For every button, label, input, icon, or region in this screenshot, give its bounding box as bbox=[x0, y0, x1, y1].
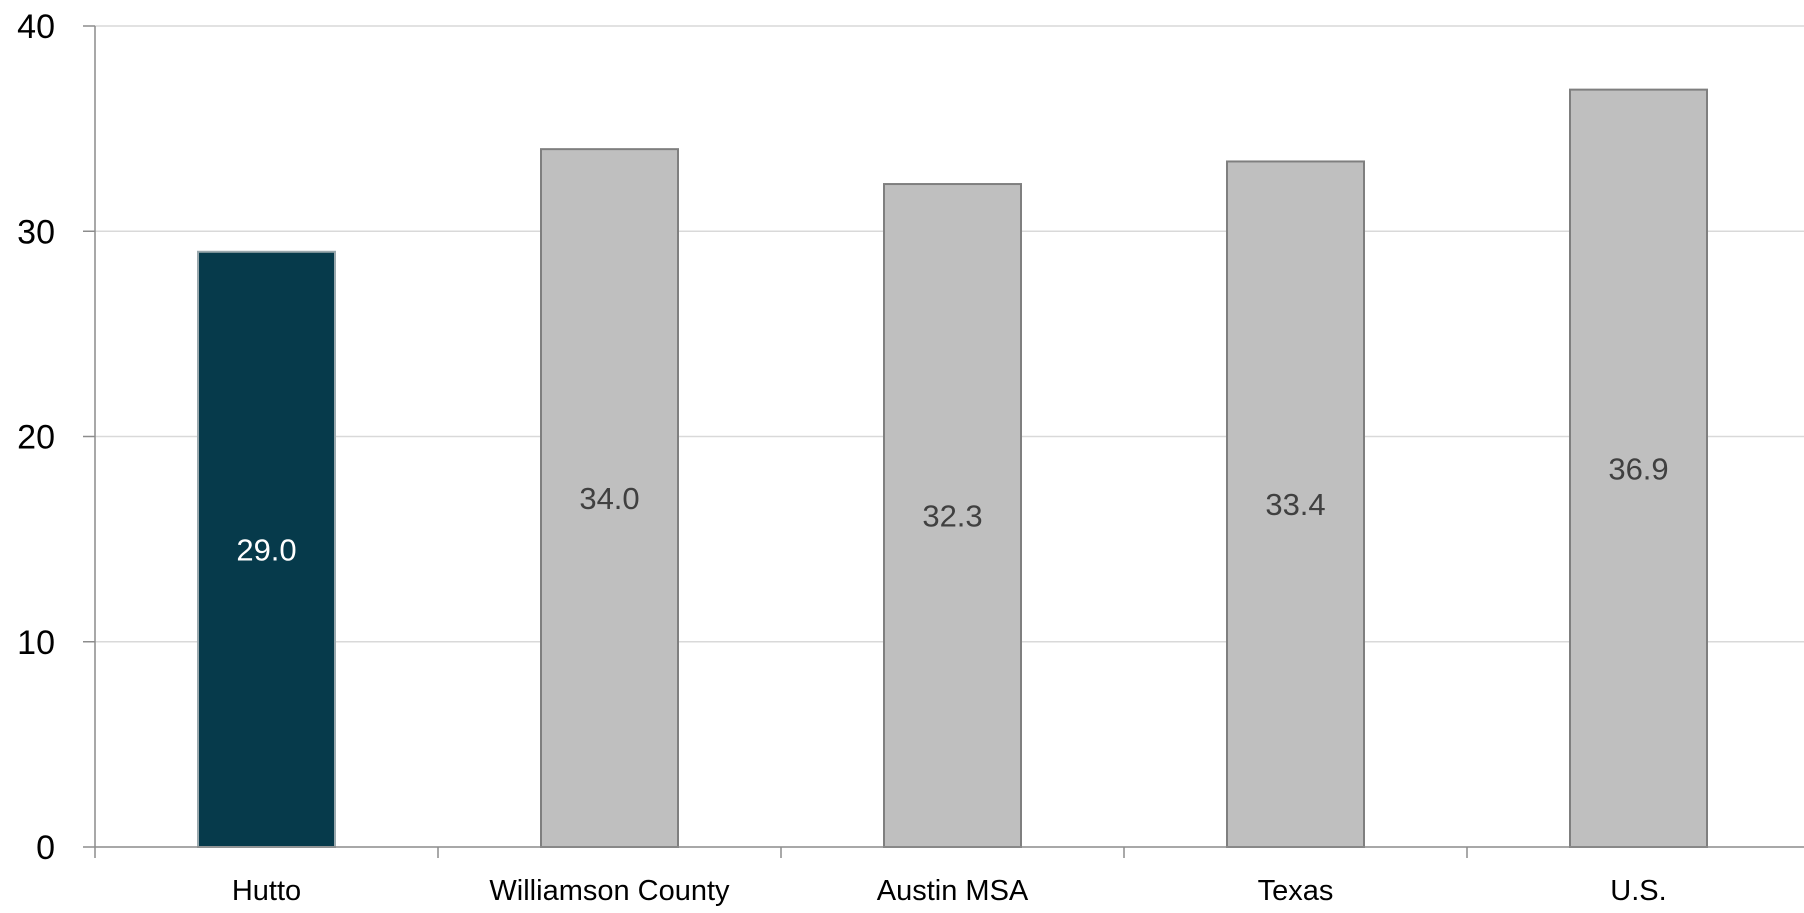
labels: 0 10 20 30 40 29.0 Hutto 34.0 Williamson County 3… bbox=[17, 8, 1669, 907]
bar-value-label: 29.0 bbox=[236, 532, 296, 567]
x-category-label: Texas bbox=[1258, 875, 1334, 907]
y-tick-label: 20 bbox=[17, 419, 55, 457]
bar-value-label: 32.3 bbox=[922, 499, 982, 534]
bars bbox=[197, 88, 1708, 849]
axes bbox=[83, 25, 1804, 858]
bar bbox=[883, 183, 1022, 849]
bar bbox=[197, 250, 336, 848]
y-tick-label: 0 bbox=[36, 829, 55, 867]
bar bbox=[1569, 88, 1708, 848]
bar-value-label: 33.4 bbox=[1265, 487, 1325, 522]
y-tick-label: 10 bbox=[17, 624, 55, 662]
bar-value-label: 36.9 bbox=[1608, 451, 1668, 486]
y-tick-label: 40 bbox=[17, 8, 55, 46]
bar bbox=[1226, 160, 1365, 848]
x-category-label: Williamson County bbox=[489, 875, 730, 907]
x-category-label: U.S. bbox=[1610, 875, 1666, 907]
x-category-label: Austin MSA bbox=[877, 875, 1029, 907]
bar-value-label: 34.0 bbox=[579, 481, 639, 516]
y-tick-label: 30 bbox=[17, 213, 55, 251]
x-category-label: Hutto bbox=[232, 875, 301, 907]
